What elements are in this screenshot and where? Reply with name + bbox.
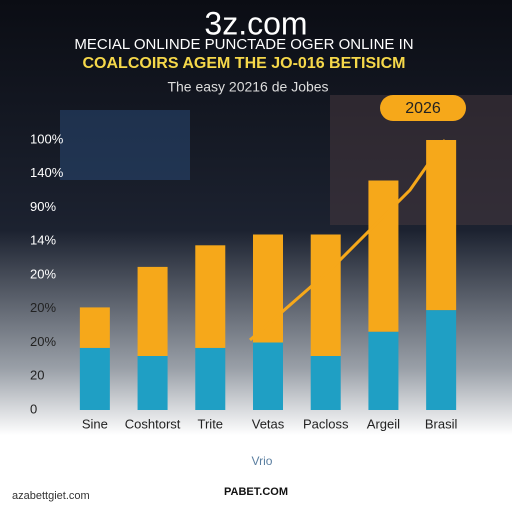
site-name: 3z.com	[204, 5, 307, 41]
x-tick-label: Trite	[198, 416, 224, 431]
bar-segment	[137, 356, 168, 410]
title: COALCOIRS AGEM THE JO-016 BETISICM	[83, 55, 406, 72]
bar-segment	[137, 266, 168, 356]
y-label: 100%	[30, 131, 64, 146]
bar-segment	[195, 347, 226, 410]
x-tick-label: Argeil	[367, 416, 400, 431]
badge-text: 2026	[405, 100, 441, 117]
y-label: 90%	[30, 199, 56, 214]
bar-segment	[368, 180, 399, 332]
y-label: 140%	[30, 165, 64, 180]
y-label: 20%	[30, 300, 56, 315]
bar-segment	[426, 310, 457, 410]
badge	[380, 95, 466, 121]
x-tick-label: Vetas	[252, 416, 285, 431]
bar-segment	[310, 356, 341, 410]
bar-segment	[79, 307, 110, 348]
y-label: 20%	[30, 266, 56, 281]
bar-segment	[79, 347, 110, 410]
bar-segment	[253, 234, 283, 343]
subtitle: The easy 20216 de Jobes	[167, 79, 328, 95]
bar-segment	[426, 140, 457, 311]
x-tick-label: Pacloss	[303, 416, 349, 431]
bar-segment	[195, 245, 226, 348]
x-axis-label: Vrio	[252, 454, 273, 468]
y-label: 20%	[30, 334, 56, 349]
bar-segment	[368, 331, 399, 410]
footer: PABET.COM	[224, 486, 288, 498]
trend-line	[249, 139, 447, 342]
footer: azabettgiet.com	[12, 490, 90, 502]
x-tick-label: Sine	[82, 416, 108, 431]
y-label: 14%	[30, 233, 56, 248]
bar-segment	[310, 234, 341, 356]
title: MECIAL ONLINDE PUNCTADE OGER ONLINE IN	[74, 36, 413, 53]
x-tick-label: Coshtorst	[125, 416, 181, 431]
y-label: 20	[30, 368, 44, 383]
bar-segment	[253, 342, 283, 410]
screen-blur	[60, 110, 190, 180]
y-label: 0	[30, 401, 37, 416]
x-tick-label: Brasil	[425, 416, 458, 431]
